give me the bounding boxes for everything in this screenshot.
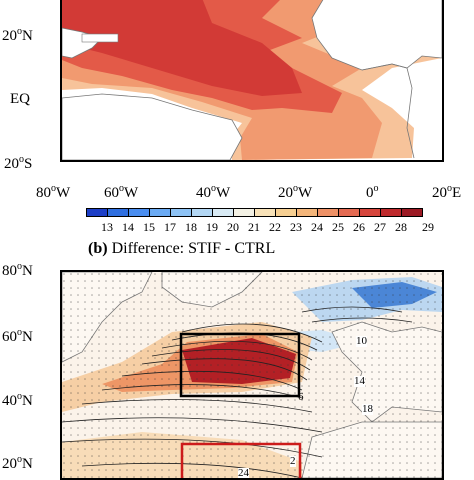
lon-label-20w: 20oW (278, 183, 313, 201)
colorbar-label: 14 (122, 220, 134, 234)
lon-label-80w: 80oW (36, 183, 71, 201)
lat-label-40n: 40oN (2, 391, 33, 409)
colorbar-swatch (380, 208, 402, 217)
analysis-box-red (180, 442, 302, 478)
colorbar-swatch (401, 208, 423, 217)
colorbar-label: 24 (311, 220, 323, 234)
colorbar-swatch (86, 208, 108, 217)
colorbar-swatch (296, 208, 318, 217)
map-panel-a (60, 0, 444, 162)
colorbar-label: 22 (269, 220, 281, 234)
analysis-box-black (179, 332, 301, 398)
colorbar-swatch (359, 208, 381, 217)
sst-field-hot (62, 0, 302, 96)
map-a-canvas (62, 0, 442, 160)
colorbar-swatch (275, 208, 297, 217)
colorbar-label: 23 (290, 220, 302, 234)
lon-label-0: 0o (366, 183, 379, 201)
colorbar-swatch (233, 208, 255, 217)
contour-label-24: 24 (238, 467, 249, 479)
stippling (62, 272, 442, 478)
lat-label-20n: 20oN (2, 26, 33, 44)
colorbar-label: 26 (353, 220, 365, 234)
gulf-of-guinea-coast (361, 63, 415, 159)
panel-b-title: (b) Difference: STIF - CTRL (88, 240, 276, 257)
colorbar-label: 18 (185, 220, 197, 234)
map-b-canvas (62, 272, 442, 478)
colorbar-swatch (212, 208, 234, 217)
colorbar-swatch (128, 208, 150, 217)
caribbean-island (81, 33, 119, 43)
lon-label-40w: 40oW (196, 183, 231, 201)
colorbar-swatch (149, 208, 171, 217)
lon-label-20e: 20oE (432, 183, 462, 201)
colorbar-label: 20 (227, 220, 239, 234)
contour-label-14: 14 (354, 375, 365, 387)
lat-label-80n: 80oN (2, 261, 33, 279)
contour-label-18: 18 (362, 403, 373, 415)
colorbar-swatch (107, 208, 129, 217)
map-panel-b: 10 14 18 6 24 2 (60, 270, 444, 480)
colorbar-label: 15 (143, 220, 155, 234)
contour-lines (62, 306, 413, 478)
colorbar-swatch (191, 208, 213, 217)
south-america-land (62, 93, 243, 160)
colorbar-swatch (254, 208, 276, 217)
colorbar-swatch (317, 208, 339, 217)
colorbar-label: 28 (395, 220, 407, 234)
colorbar-label: 19 (206, 220, 218, 234)
colorbar-swatch (338, 208, 360, 217)
colorbar-label: 25 (332, 220, 344, 234)
colorbar-label: 13 (101, 220, 113, 234)
colorbar-swatch (170, 208, 192, 217)
contour-label-2: 2 (290, 455, 296, 467)
colorbar-label: 21 (248, 220, 260, 234)
contour-label-6: 6 (298, 391, 304, 403)
colorbar-label: 17 (164, 220, 176, 234)
colorbar-label: 27 (374, 220, 386, 234)
colorbar-label: 29 (422, 220, 434, 234)
contour-label-10: 10 (356, 335, 367, 347)
lat-label-20n-b: 20oN (2, 454, 33, 472)
lon-label-60w: 60oW (104, 183, 139, 201)
lat-label-eq: EQ (10, 91, 30, 107)
lat-label-20s: 20oS (4, 154, 33, 172)
lat-label-60n: 60oN (2, 327, 33, 345)
